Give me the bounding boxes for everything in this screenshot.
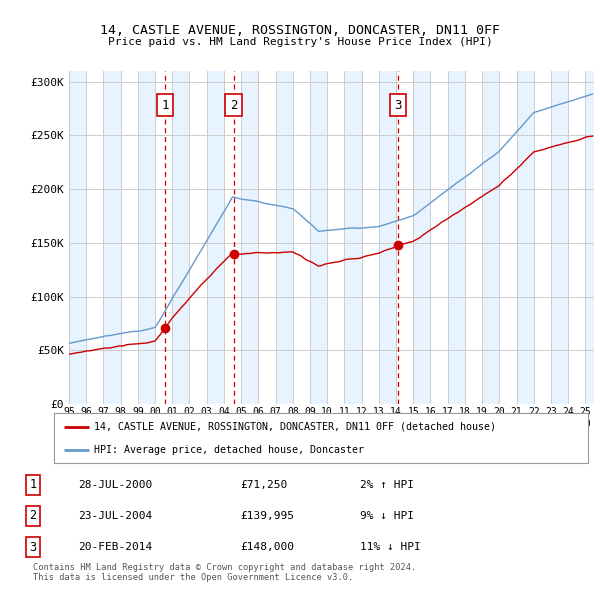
Text: Contains HM Land Registry data © Crown copyright and database right 2024.: Contains HM Land Registry data © Crown c…	[33, 563, 416, 572]
Text: 2% ↑ HPI: 2% ↑ HPI	[360, 480, 414, 490]
Text: £139,995: £139,995	[240, 511, 294, 521]
Bar	[551, 71, 568, 404]
Text: £148,000: £148,000	[240, 542, 294, 552]
Text: 23-JUL-2004: 23-JUL-2004	[78, 511, 152, 521]
Text: 1: 1	[29, 478, 37, 491]
Text: 20-FEB-2014: 20-FEB-2014	[78, 542, 152, 552]
Bar	[517, 71, 534, 404]
Text: 3: 3	[395, 99, 402, 112]
Bar	[379, 71, 396, 404]
Bar	[448, 71, 465, 404]
Text: 3: 3	[29, 540, 37, 554]
Text: This data is licensed under the Open Government Licence v3.0.: This data is licensed under the Open Gov…	[33, 573, 353, 582]
Bar	[207, 71, 224, 404]
Text: 9% ↓ HPI: 9% ↓ HPI	[360, 511, 414, 521]
Bar	[310, 71, 327, 404]
Bar	[275, 71, 293, 404]
Bar	[413, 71, 430, 404]
Bar	[138, 71, 155, 404]
Bar	[344, 71, 362, 404]
Text: £71,250: £71,250	[240, 480, 287, 490]
Bar	[586, 71, 600, 404]
Bar	[172, 71, 190, 404]
Text: 1: 1	[161, 99, 169, 112]
Text: Price paid vs. HM Land Registry's House Price Index (HPI): Price paid vs. HM Land Registry's House …	[107, 37, 493, 47]
Text: 28-JUL-2000: 28-JUL-2000	[78, 480, 152, 490]
Bar	[103, 71, 121, 404]
Bar	[482, 71, 499, 404]
Bar	[241, 71, 259, 404]
Bar	[69, 71, 86, 404]
Text: HPI: Average price, detached house, Doncaster: HPI: Average price, detached house, Donc…	[94, 445, 364, 455]
Text: 2: 2	[29, 509, 37, 523]
Text: 2: 2	[230, 99, 238, 112]
Text: 14, CASTLE AVENUE, ROSSINGTON, DONCASTER, DN11 0FF: 14, CASTLE AVENUE, ROSSINGTON, DONCASTER…	[100, 24, 500, 37]
Text: 11% ↓ HPI: 11% ↓ HPI	[360, 542, 421, 552]
Text: 14, CASTLE AVENUE, ROSSINGTON, DONCASTER, DN11 0FF (detached house): 14, CASTLE AVENUE, ROSSINGTON, DONCASTER…	[94, 421, 496, 431]
